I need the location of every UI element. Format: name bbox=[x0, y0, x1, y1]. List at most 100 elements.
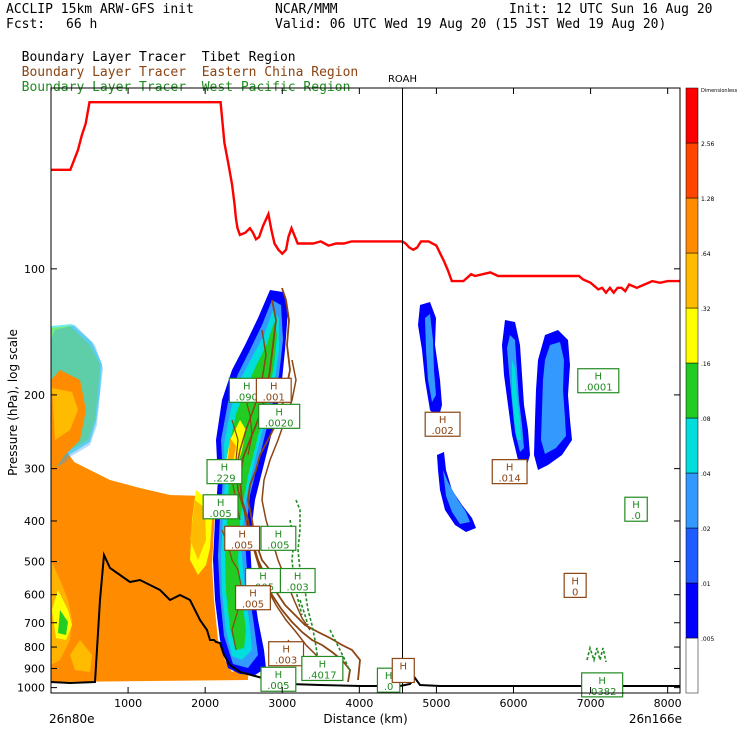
annotation-h-label: H bbox=[294, 572, 302, 583]
header-model: ACCLIP 15km ARW-GFS init bbox=[6, 2, 194, 17]
annotation-value: .001 bbox=[263, 392, 285, 403]
y-tick-label: 200 bbox=[24, 389, 45, 402]
colorbar-level-label: .04 bbox=[701, 471, 711, 478]
annotation-value: .002 bbox=[431, 426, 453, 437]
annotation-frame bbox=[258, 403, 301, 429]
annotation-box: H.4017 bbox=[301, 655, 344, 682]
annotation-h-label: H bbox=[275, 407, 283, 418]
x-tick-label: 8000 bbox=[654, 697, 682, 710]
colorbar-level-label: .64 bbox=[701, 251, 711, 258]
x-tick-label: 4000 bbox=[345, 697, 373, 710]
colorbar-segment bbox=[685, 87, 699, 144]
annotation-h-label: H bbox=[275, 670, 283, 681]
y-tick-label: 900 bbox=[24, 662, 45, 675]
annotation-frame bbox=[260, 525, 297, 551]
header-fcst-value: 66 h bbox=[66, 17, 98, 32]
annotation-box: H.0001 bbox=[577, 368, 620, 394]
annotation-box: H.002 bbox=[424, 411, 461, 437]
annotation-h-label: H bbox=[595, 372, 603, 383]
annotation-box: H.003 bbox=[279, 567, 316, 594]
colorbar-level-label: .16 bbox=[701, 361, 711, 368]
x-tick-label: 1000 bbox=[114, 697, 142, 710]
colorbar-segment bbox=[685, 527, 699, 584]
annotation-box: H.0 bbox=[624, 496, 648, 522]
x-axis-label: Distance (km) bbox=[323, 712, 407, 726]
colorbar-segment bbox=[685, 252, 699, 309]
annotation-frame bbox=[563, 572, 587, 598]
annotation-frame bbox=[301, 655, 344, 682]
annotation-frame bbox=[624, 496, 648, 522]
annotation-value: .005 bbox=[267, 681, 289, 692]
annotation-value: .003 bbox=[275, 656, 297, 667]
annotation-box: H.0382 bbox=[581, 672, 624, 698]
annotation-box: H0 bbox=[563, 572, 587, 598]
legend-tibet: Boundary Layer Tracer Tibet Region bbox=[6, 35, 296, 65]
colorbar-level-label: .32 bbox=[701, 306, 711, 313]
annotation-frame bbox=[206, 459, 243, 485]
annotation-h-label: H bbox=[282, 645, 290, 656]
annotation-value: .229 bbox=[213, 474, 235, 485]
annotation-value: .0 bbox=[384, 682, 394, 693]
annotation-frame bbox=[224, 525, 261, 551]
right-endpoint-label: 26n166e bbox=[629, 712, 682, 726]
y-tick-label: 300 bbox=[24, 463, 45, 476]
header-init: Init: 12 UTC Sun 16 Aug 20 bbox=[509, 2, 713, 17]
legend-eastern-china-region: Eastern China Region bbox=[201, 65, 359, 80]
legend-eastern-china-label: Boundary Layer Tracer bbox=[21, 65, 187, 80]
annotation-h-label: H bbox=[238, 529, 246, 540]
annotation-frame bbox=[279, 567, 316, 594]
colorbar-segment bbox=[685, 142, 699, 199]
header-fcst-label: Fcst: bbox=[6, 17, 46, 32]
y-tick-label: 800 bbox=[24, 641, 45, 654]
annotation-value: .4017 bbox=[308, 670, 337, 681]
annotation-h-label: H bbox=[319, 659, 327, 670]
colorbar-level-label: .005 bbox=[701, 636, 715, 643]
annotation-value: .005 bbox=[209, 509, 231, 520]
colorbar-segment bbox=[685, 197, 699, 254]
annotation-h-label: H bbox=[400, 661, 408, 672]
terrain-line bbox=[51, 551, 680, 687]
colorbar-segment bbox=[685, 307, 699, 364]
x-tick-label: 3000 bbox=[268, 697, 296, 710]
annotation-h-label: H bbox=[249, 589, 257, 600]
plot-frame bbox=[50, 87, 681, 694]
y-tick-label: 1000 bbox=[17, 682, 45, 695]
colorbar-segment bbox=[685, 362, 699, 419]
y-tick-label: 400 bbox=[24, 515, 45, 528]
y-tick-label: 700 bbox=[24, 617, 45, 630]
colorbar-segment bbox=[685, 637, 699, 694]
annotation-box: H.003 bbox=[268, 641, 305, 667]
colorbar-level-label: 1.28 bbox=[701, 196, 715, 203]
header-center: NCAR/MMM bbox=[275, 2, 338, 17]
x-tick-label: 6000 bbox=[500, 697, 528, 710]
annotation-h-label: H bbox=[243, 381, 251, 392]
x-tick-label: 7000 bbox=[577, 697, 605, 710]
colorbar-level-label: .02 bbox=[701, 526, 711, 533]
annotation-h-label: H bbox=[571, 576, 579, 587]
colorbar-segment bbox=[685, 417, 699, 474]
annotation-value: .014 bbox=[499, 474, 521, 485]
annotation-frame bbox=[424, 411, 461, 437]
colorbar-segment bbox=[685, 582, 699, 639]
annotation-h-label: H bbox=[217, 498, 225, 509]
pacific-plume-shading bbox=[418, 302, 572, 532]
annotation-frame bbox=[255, 377, 292, 403]
annotation-value: .005 bbox=[242, 600, 264, 611]
annotation-value: .0001 bbox=[584, 383, 613, 394]
annotation-h-label: H bbox=[259, 572, 267, 583]
annotation-value: .003 bbox=[287, 583, 309, 594]
annotation-box: H.005 bbox=[260, 666, 297, 692]
annotation-h-label: H bbox=[270, 381, 278, 392]
annotation-value: .090 bbox=[236, 392, 258, 403]
x-tick-label: 2000 bbox=[191, 697, 219, 710]
annotation-h-label: H bbox=[275, 529, 283, 540]
annotation-box: H.005 bbox=[224, 525, 261, 551]
legend-tibet-region: Tibet Region bbox=[201, 50, 296, 65]
colorbar-level-label: 2.56 bbox=[701, 141, 715, 148]
y-axis-label: Pressure (hPa), log scale bbox=[6, 329, 20, 476]
annotation-box: H bbox=[391, 657, 415, 684]
annotation-h-label: H bbox=[221, 463, 229, 474]
y-tick-label: 500 bbox=[24, 556, 45, 569]
annotation-value: .0 bbox=[631, 511, 641, 522]
annotation-box: H.229 bbox=[206, 459, 243, 485]
